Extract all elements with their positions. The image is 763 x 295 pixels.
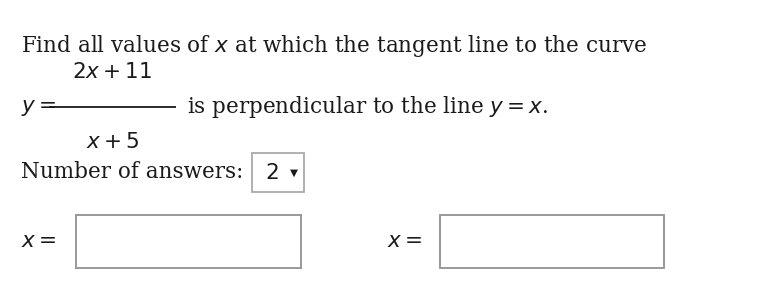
- Text: ▼: ▼: [290, 168, 298, 178]
- Text: $2$: $2$: [266, 162, 278, 184]
- Text: $2x + 11$: $2x + 11$: [72, 61, 153, 83]
- Text: $x + 5$: $x + 5$: [85, 131, 139, 153]
- Text: $y =$: $y =$: [21, 96, 56, 118]
- Text: $x =$: $x =$: [21, 230, 56, 253]
- Text: is perpendicular to the line $y = x$.: is perpendicular to the line $y = x$.: [187, 94, 549, 120]
- Text: Number of answers:: Number of answers:: [21, 161, 243, 183]
- Text: Find all values of $x$ at which the tangent line to the curve: Find all values of $x$ at which the tang…: [21, 33, 647, 59]
- FancyBboxPatch shape: [76, 215, 301, 268]
- Text: $x =$: $x =$: [388, 230, 423, 253]
- FancyBboxPatch shape: [439, 215, 664, 268]
- FancyBboxPatch shape: [252, 153, 304, 192]
